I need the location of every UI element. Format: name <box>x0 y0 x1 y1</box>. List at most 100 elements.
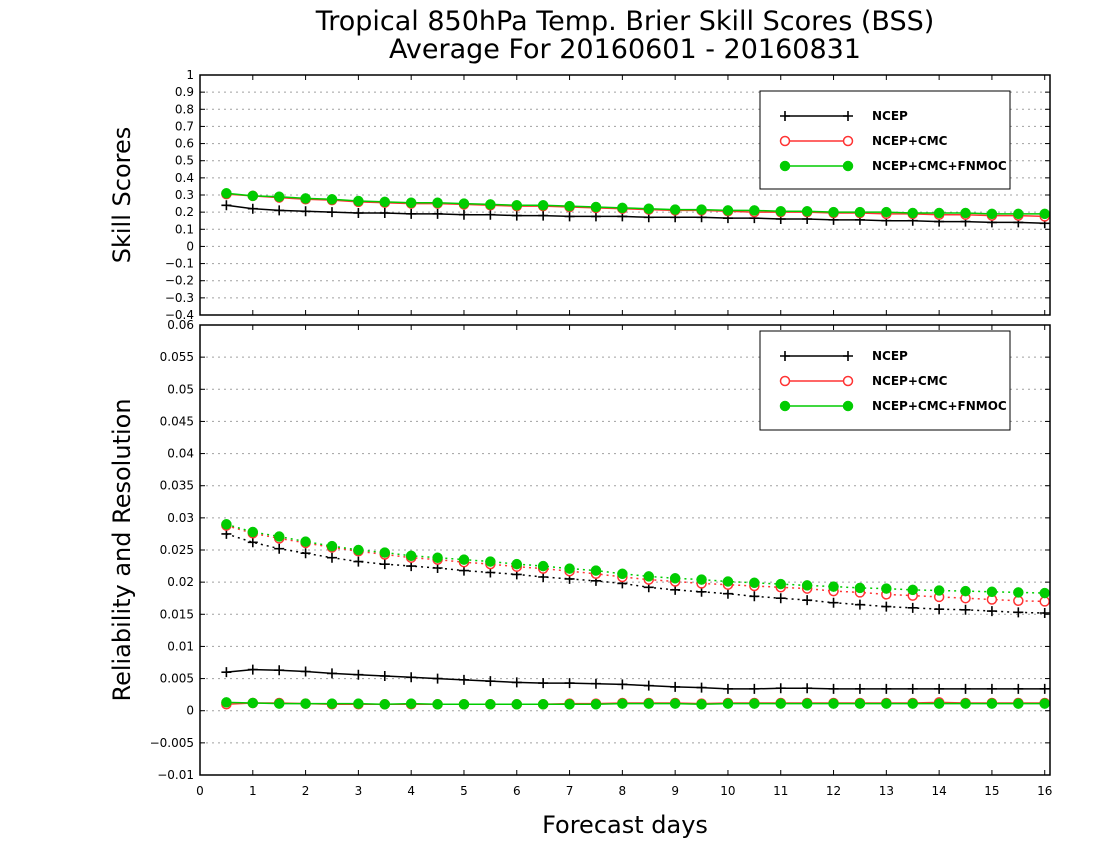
data-point-plus <box>353 669 364 680</box>
x-tick-label: 12 <box>826 784 841 798</box>
data-point-plus <box>247 664 258 675</box>
data-point-filled-circle <box>933 585 945 596</box>
legend-label: NCEP+CMC <box>872 134 948 148</box>
plot-frame <box>199 74 1051 316</box>
data-point-plus <box>828 683 839 694</box>
data-point-filled-circle <box>881 206 892 218</box>
data-point-filled-circle <box>273 531 285 542</box>
data-point-filled-circle <box>801 206 813 217</box>
y-tick-label: 0.03 <box>167 511 194 525</box>
data-point-plus <box>696 682 707 693</box>
data-point-filled-circle <box>511 200 523 211</box>
y-tick-label: 0 <box>186 239 194 253</box>
data-point-plus <box>379 559 390 570</box>
x-tick-label: 4 <box>407 784 415 798</box>
data-point-filled-circle <box>643 698 655 709</box>
data-point-filled-circle <box>669 698 681 709</box>
data-point-filled-circle <box>960 585 971 597</box>
y-tick-label: 0.055 <box>160 350 194 364</box>
data-point-plus <box>300 206 311 217</box>
data-point-plus <box>670 681 681 692</box>
data-point-filled-circle <box>669 573 681 584</box>
data-point-filled-circle <box>722 205 734 216</box>
y-tick-label: 0.02 <box>167 575 194 589</box>
y-tick-label: 0.04 <box>167 447 194 461</box>
data-point-plus <box>511 677 522 688</box>
data-point-filled-circle <box>511 699 523 710</box>
data-point-filled-circle <box>854 698 866 709</box>
data-point-filled-circle <box>590 699 602 710</box>
data-point-filled-circle <box>485 199 496 210</box>
data-point-plus <box>326 668 337 679</box>
data-point-filled-circle <box>828 698 839 709</box>
legend-label: NCEP+CMC+FNMOC <box>872 159 1007 173</box>
y-tick-label: 0.06 <box>167 318 194 332</box>
reliability-resolution-panel: 0.060.0550.050.0450.040.0350.030.0250.02… <box>108 318 1052 798</box>
series-line <box>226 533 1045 614</box>
data-point-filled-circle <box>405 197 417 208</box>
data-point-filled-circle <box>1039 698 1050 709</box>
y-axis-label: Skill Scores <box>108 127 136 264</box>
y-tick-label: 0 <box>186 704 194 718</box>
data-point-filled-circle <box>986 698 998 709</box>
y-tick-label: 0.3 <box>175 188 194 202</box>
data-point-filled-circle <box>458 554 470 565</box>
data-point-plus <box>485 209 496 220</box>
data-point-filled-circle <box>432 699 443 710</box>
plot-frame <box>199 324 1051 776</box>
data-point-filled-circle <box>881 583 892 594</box>
data-point-filled-circle <box>300 698 311 709</box>
data-point-filled-circle <box>842 400 854 412</box>
y-tick-label: −0.005 <box>150 736 194 750</box>
data-point-plus <box>854 599 865 610</box>
data-point-plus <box>458 674 469 685</box>
data-point-filled-circle <box>590 565 602 576</box>
data-point-filled-circle <box>353 195 364 207</box>
data-point-plus <box>907 683 918 694</box>
data-point-filled-circle <box>300 193 311 204</box>
data-point-plus <box>934 683 945 694</box>
data-point-filled-circle <box>842 160 854 172</box>
y-tick-label: −0.01 <box>157 768 194 782</box>
y-tick-label: 0.015 <box>160 607 194 621</box>
data-point-filled-circle <box>696 574 707 585</box>
skill-scores-panel: 1 0.9 0.8 0.7 0.6 0.5 0.4 0.3 0.2 0.1 0 −0.1 −0.2 −0.… <box>108 68 1051 322</box>
data-point-filled-circle <box>564 699 575 710</box>
y-tick-label: 0.4 <box>175 171 194 185</box>
x-tick-label: 8 <box>619 784 627 798</box>
series-group <box>221 519 1050 710</box>
y-tick-label: 0.8 <box>175 102 194 116</box>
data-point-filled-circle <box>379 196 391 208</box>
data-point-filled-circle <box>749 577 760 589</box>
data-point-open-circle <box>842 375 854 387</box>
x-tick-label: 10 <box>720 784 735 798</box>
data-point-filled-circle <box>300 536 311 547</box>
data-point-plus <box>590 678 601 689</box>
data-point-plus <box>775 683 786 694</box>
data-point-plus <box>854 683 865 694</box>
legend: NCEP NCEP+CMC NCEP+CMC+FNMOC <box>759 90 1011 190</box>
data-point-plus <box>274 665 285 676</box>
data-point-filled-circle <box>1039 208 1050 220</box>
y-tick-label: 0.005 <box>160 672 194 686</box>
data-point-plus <box>960 683 971 694</box>
data-point-filled-circle <box>801 580 813 591</box>
data-point-plus <box>643 680 654 691</box>
y-tick-label: 0.05 <box>167 382 194 396</box>
y-tick-label: −0.4 <box>165 308 194 322</box>
data-point-plus <box>511 210 522 221</box>
data-point-plus <box>1039 683 1050 694</box>
y-tick-label: 1 <box>186 68 194 82</box>
data-point-plus <box>907 602 918 613</box>
data-point-plus <box>722 683 733 694</box>
data-point-filled-circle <box>221 188 232 199</box>
data-point-plus <box>432 673 443 684</box>
data-point-plus <box>221 667 232 678</box>
data-point-plus <box>802 683 813 694</box>
data-point-plus <box>485 676 496 687</box>
data-point-filled-circle <box>933 698 945 709</box>
legend-label: NCEP <box>872 349 908 363</box>
data-point-plus <box>749 591 760 602</box>
data-point-filled-circle <box>828 206 839 218</box>
